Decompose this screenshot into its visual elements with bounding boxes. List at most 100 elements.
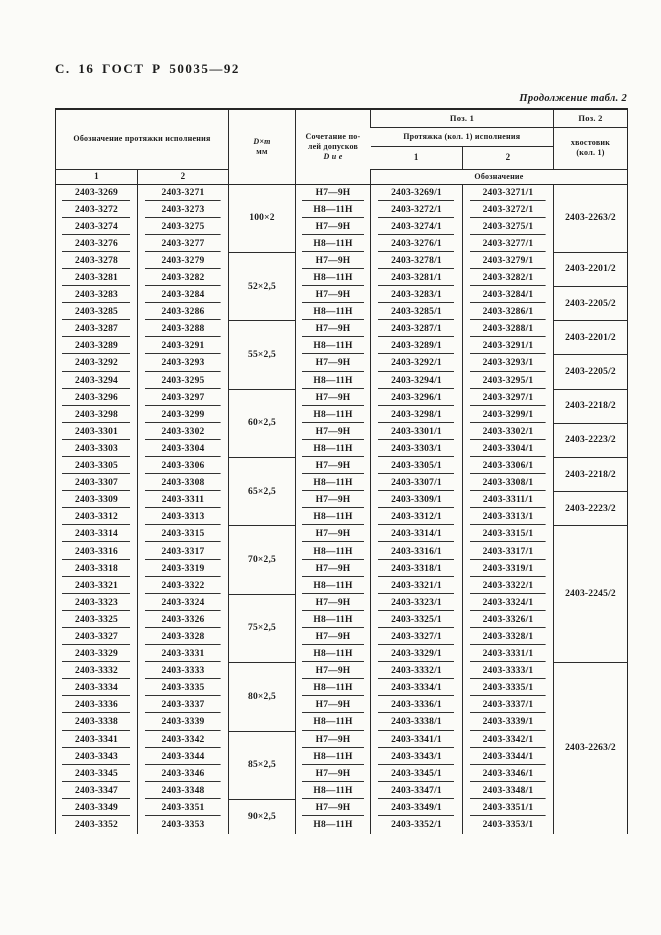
cell-designation-1: 2403-3283 — [55, 286, 138, 304]
cell-tolerance-combination: H7—9H — [295, 286, 371, 304]
table-row: 2403-3274 2403-3275 H7—9H 2403-3274/1 2403-3… — [55, 218, 628, 236]
cell-tolerance-combination: H7—9H — [295, 628, 371, 646]
cell-pos1-designation-1: 2403-3301/1 — [370, 423, 463, 441]
table-row: 2403-3327 2403-3328 H7—9H 2403-3327/1 2403-3… — [55, 628, 628, 646]
cell-designation-2: 2403-3326 — [137, 611, 229, 629]
cell-designation-1: 2403-3314 — [55, 525, 138, 543]
cell-tolerance-combination: H7—9H — [295, 184, 371, 202]
cell-pos2-shank-group: 2403-2205/2 — [553, 354, 628, 390]
cell-pos1-designation-2: 2403-3333/1 — [462, 662, 554, 680]
table-row: 2403-3272 2403-3273 H8—11H 2403-3272/1 2403-… — [55, 201, 628, 219]
cell-pos2-shank-group: 2403-2218/2 — [553, 457, 628, 493]
cell-pos1-designation-1: 2403-3327/1 — [370, 628, 463, 646]
table-row: 2403-3345 2403-3346 H7—9H 2403-3345/1 2403-3… — [55, 765, 628, 783]
cell-pos1-designation-1: 2403-3307/1 — [370, 474, 463, 492]
cell-designation-1: 2403-3316 — [55, 542, 138, 561]
cell-tolerance-combination: H7—9H — [295, 799, 371, 817]
cell-designation-2: 2403-3339 — [137, 713, 229, 731]
cell-tolerance-combination: H8—11H — [295, 713, 371, 731]
cell-designation-1: 2403-3292 — [55, 354, 138, 373]
cell-pos1-designation-1: 2403-3314/1 — [370, 525, 463, 543]
cell-pos1-designation-1: 2403-3309/1 — [370, 491, 463, 509]
header-pos1: Поз. 1 — [370, 109, 554, 128]
cell-designation-2: 2403-3322 — [137, 577, 229, 595]
table-continuation-label: Продолжение табл. 2 — [519, 93, 627, 104]
cell-tolerance-combination: H7—9H — [295, 457, 371, 475]
cell-tolerance-combination: H7—9H — [295, 354, 371, 373]
cell-designation-2: 2403-3348 — [137, 782, 229, 800]
table-row: 2403-3292 2403-3293 H7—9H 2403-3292/1 2403-3… — [55, 354, 628, 390]
cell-pos1-designation-2: 2403-3279/1 — [462, 252, 554, 270]
cell-designation-2: 2403-3333 — [137, 662, 229, 680]
cell-pos1-designation-2: 2403-3326/1 — [462, 611, 554, 629]
cell-pos1-designation-2: 2403-3288/1 — [462, 320, 554, 338]
cell-tolerance-combination: H7—9H — [295, 696, 371, 714]
cell-tolerance-combination: H8—11H — [295, 440, 371, 458]
cell-tolerance-combination: H7—9H — [295, 389, 371, 407]
cell-designation-2: 2403-3346 — [137, 765, 229, 783]
cell-designation-1: 2403-3336 — [55, 696, 138, 714]
cell-designation-2: 2403-3313 — [137, 508, 229, 526]
cell-pos1-designation-2: 2403-3348/1 — [462, 782, 554, 800]
cell-pos1-designation-2: 2403-3315/1 — [462, 525, 554, 543]
cell-designation-2: 2403-3308 — [137, 474, 229, 492]
cell-pos1-designation-1: 2403-3294/1 — [370, 372, 463, 390]
table-row: 2403-3307 2403-3308 H8—11H 2403-3307/1 2403-… — [55, 474, 628, 492]
cell-dxm-group: 52×2,5 — [228, 252, 296, 322]
cell-designation-2: 2403-3353 — [137, 816, 229, 834]
cell-pos1-designation-1: 2403-3312/1 — [370, 508, 463, 526]
cell-tolerance-combination: H8—11H — [295, 235, 371, 253]
cell-pos1-designation-2: 2403-3317/1 — [462, 542, 554, 561]
cell-pos1-designation-1: 2403-3272/1 — [370, 201, 463, 219]
cell-tolerance-combination: H8—11H — [295, 645, 371, 663]
table-row: 2403-3285 2403-3286 H8—11H 2403-3285/1 2403-… — [55, 303, 628, 321]
cell-pos1-designation-2: 2403-3308/1 — [462, 474, 554, 492]
cell-designation-1: 2403-3345 — [55, 765, 138, 783]
cell-pos1-designation-1: 2403-3321/1 — [370, 577, 463, 595]
cell-designation-2: 2403-3286 — [137, 303, 229, 321]
cell-designation-2: 2403-3284 — [137, 286, 229, 304]
cell-designation-1: 2403-3325 — [55, 611, 138, 629]
cell-pos1-designation-1: 2403-3336/1 — [370, 696, 463, 714]
table-row: 2403-3303 2403-3304 H8—11H 2403-3303/1 2403-… — [55, 440, 628, 458]
cell-dxm-group: 75×2,5 — [228, 594, 296, 664]
cell-pos1-designation-2: 2403-3291/1 — [462, 337, 554, 355]
cell-designation-2: 2403-3295 — [137, 372, 229, 390]
cell-designation-2: 2403-3315 — [137, 525, 229, 543]
cell-designation-2: 2403-3302 — [137, 423, 229, 441]
cell-pos1-designation-1: 2403-3269/1 — [370, 184, 463, 202]
table-row: 2403-3298 2403-3299 H8—11H 2403-3298/1 2403-… — [55, 406, 628, 424]
cell-tolerance-combination: H8—11H — [295, 372, 371, 390]
table-row: 2403-3296 2403-3297 60×2,5 H7—9H 2403-3296/1… — [55, 389, 628, 459]
table-row: 2403-3321 2403-3322 H8—11H 2403-3321/1 2403-… — [55, 577, 628, 595]
cell-designation-1: 2403-3349 — [55, 799, 138, 817]
cell-pos1-designation-1: 2403-3332/1 — [370, 662, 463, 680]
cell-pos1-designation-1: 2403-3289/1 — [370, 337, 463, 355]
cell-designation-1: 2403-3269 — [55, 184, 138, 202]
cell-tolerance-combination: H8—11H — [295, 611, 371, 629]
cell-designation-1: 2403-3294 — [55, 372, 138, 390]
cell-pos1-designation-1: 2403-3281/1 — [370, 269, 463, 287]
cell-tolerance-combination: H8—11H — [295, 201, 371, 219]
cell-pos1-designation-1: 2403-3329/1 — [370, 645, 463, 663]
cell-dxm-group: 65×2,5 — [228, 457, 296, 527]
cell-designation-2: 2403-3297 — [137, 389, 229, 407]
cell-tolerance-combination: H7—9H — [295, 765, 371, 783]
cell-tolerance-combination: H8—11H — [295, 748, 371, 766]
cell-pos1-designation-2: 2403-3313/1 — [462, 508, 554, 526]
cell-tolerance-combination: H7—9H — [295, 525, 371, 543]
header-pos1-sub: Протяжка (кол. 1) исполнения — [370, 127, 554, 147]
cell-designation-1: 2403-3289 — [55, 337, 138, 355]
header-pos1-col1: 1 — [370, 146, 463, 170]
cell-pos1-designation-1: 2403-3349/1 — [370, 799, 463, 817]
cell-designation-2: 2403-3311 — [137, 491, 229, 509]
cell-pos1-designation-1: 2403-3334/1 — [370, 679, 463, 697]
header-tolerance-line3: D и e — [323, 151, 343, 161]
cell-pos1-designation-2: 2403-3304/1 — [462, 440, 554, 458]
cell-tolerance-combination: H8—11H — [295, 679, 371, 697]
cell-designation-2: 2403-3291 — [137, 337, 229, 355]
cell-designation-2: 2403-3335 — [137, 679, 229, 697]
cell-pos1-designation-2: 2403-3297/1 — [462, 389, 554, 407]
table-row: 2403-3332 2403-3333 80×2,5 H7—9H 2403-3332/1… — [55, 662, 628, 834]
